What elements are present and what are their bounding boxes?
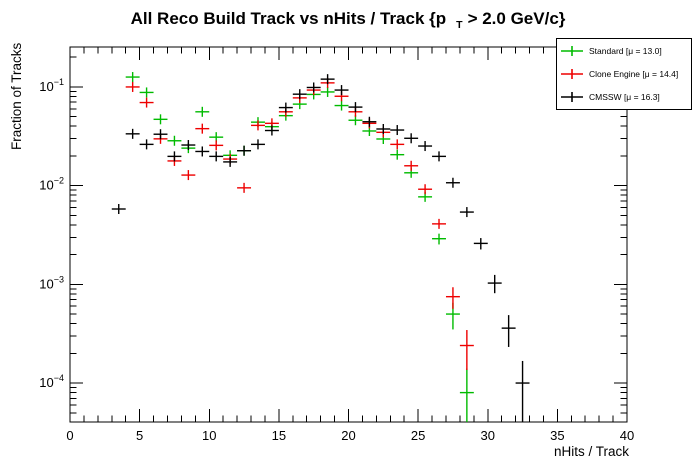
- data-point: [390, 149, 405, 160]
- data-point: [445, 287, 460, 309]
- data-point: [306, 82, 321, 93]
- data-point: [139, 139, 154, 150]
- legend-item-standard: Standard [μ = 13.0]: [559, 40, 691, 62]
- data-point: [251, 120, 265, 131]
- data-point: [334, 100, 349, 111]
- data-point: [167, 135, 182, 146]
- legend-box: Standard [μ = 13.0] Clone Engine [μ = 14…: [556, 38, 692, 110]
- data-point: [376, 123, 391, 134]
- data-point: [487, 274, 502, 294]
- x-tick-labels: 0 5 10 15 20 25 30 35 40: [66, 428, 634, 443]
- axis-ticks: [69, 47, 628, 422]
- data-point: [348, 115, 363, 126]
- data-point: [432, 218, 446, 229]
- chart-title-text: All Reco Build Track vs nHits / Track {p: [130, 9, 447, 28]
- svg-text:10−1: 10−1: [39, 77, 64, 94]
- data-point: [404, 133, 419, 144]
- plot-frame: [69, 46, 628, 423]
- data-point: [292, 89, 307, 100]
- data-point: [334, 85, 349, 96]
- data-point: [139, 87, 154, 98]
- data-point: [501, 315, 516, 347]
- x-axis-title: nHits / Track: [553, 444, 629, 459]
- data-point: [362, 116, 377, 127]
- data-point: [167, 151, 182, 162]
- data-point: [404, 160, 419, 171]
- svg-text:10−2: 10−2: [39, 176, 64, 193]
- data-point: [278, 102, 293, 113]
- data-point: [237, 145, 252, 156]
- cmssw-marker-icon: [561, 92, 583, 103]
- data-point: [348, 102, 363, 113]
- legend-label-clone-engine: Clone Engine [μ = 14.4]: [589, 68, 679, 79]
- data-point: [195, 146, 210, 157]
- data-point: [390, 125, 405, 136]
- svg-text:40: 40: [620, 428, 634, 443]
- svg-text:20: 20: [341, 428, 355, 443]
- legend-item-cmssw: CMSSW [μ = 16.3]: [559, 86, 691, 108]
- data-point: [320, 86, 335, 97]
- data-point: [459, 207, 474, 218]
- svg-text:5: 5: [136, 428, 143, 443]
- data-point: [153, 114, 168, 125]
- data-point: [223, 156, 238, 167]
- data-point: [459, 330, 474, 371]
- data-point: [209, 151, 224, 162]
- series-standard: [125, 72, 474, 422]
- data-point: [181, 140, 196, 151]
- y-tick-labels: 10−1 10−2 10−3 10−4: [39, 77, 64, 390]
- standard-marker-icon: [561, 45, 583, 56]
- series-cmssw: [111, 74, 530, 422]
- data-point: [459, 368, 474, 422]
- data-point: [111, 204, 126, 215]
- data-point: [209, 140, 224, 151]
- chart-title: All Reco Build Track vs nHits / Track {p…: [0, 9, 696, 31]
- clone-engine-marker-icon: [561, 68, 583, 79]
- svg-text:35: 35: [550, 428, 564, 443]
- series-clone-engine: [125, 77, 474, 371]
- y-axis-title: Fraction of Tracks: [9, 42, 24, 150]
- data-point: [390, 139, 405, 150]
- data-point: [181, 170, 196, 181]
- svg-text:10: 10: [202, 428, 216, 443]
- svg-text:0: 0: [66, 428, 73, 443]
- data-point: [445, 177, 460, 188]
- data-point: [195, 123, 210, 134]
- data-point: [473, 238, 488, 250]
- data-point: [418, 184, 433, 195]
- legend-label-standard: Standard [μ = 13.0]: [589, 45, 662, 56]
- data-point: [251, 139, 265, 150]
- data-point: [237, 182, 252, 193]
- svg-text:10−3: 10−3: [39, 274, 64, 291]
- data-point: [515, 360, 530, 422]
- data-point: [432, 233, 446, 245]
- data-point: [418, 141, 433, 152]
- data-point: [125, 72, 140, 83]
- legend-label-cmssw: CMSSW [μ = 16.3]: [589, 92, 660, 103]
- data-point: [432, 151, 446, 162]
- data-point: [125, 81, 140, 92]
- data-point: [320, 74, 335, 85]
- data-point: [139, 97, 154, 108]
- data-point: [125, 128, 140, 139]
- chart-title-subscript: T: [456, 19, 463, 31]
- svg-text:25: 25: [411, 428, 425, 443]
- svg-text:15: 15: [272, 428, 286, 443]
- chart-title-suffix: > 2.0 GeV/c}: [467, 9, 566, 28]
- data-point: [195, 106, 210, 117]
- svg-text:10−4: 10−4: [39, 373, 64, 390]
- svg-text:30: 30: [481, 428, 495, 443]
- data-point: [153, 129, 168, 140]
- data-point: [264, 125, 279, 136]
- legend-item-clone-engine: Clone Engine [μ = 14.4]: [559, 63, 691, 85]
